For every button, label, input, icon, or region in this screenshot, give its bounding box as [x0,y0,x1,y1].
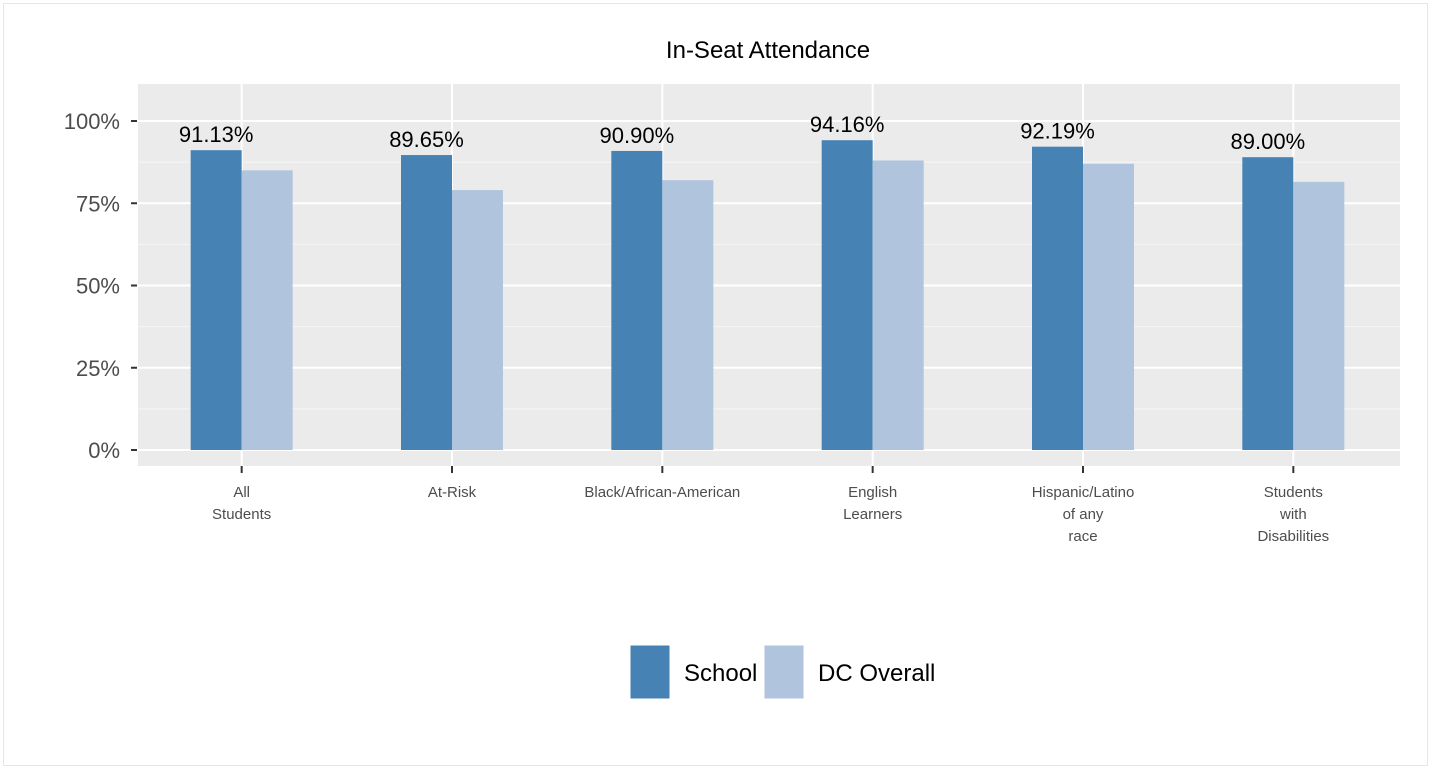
data-label: 90.90% [600,123,675,148]
bar-dc-overall [452,190,503,450]
x-tick-label: English Learners [843,484,902,523]
legend-swatch-school [629,644,671,700]
bar-dc-overall [662,180,714,450]
bar-dc-overall [1293,181,1345,451]
y-tick-label: 75% [76,191,120,216]
x-tick-label: All Students [212,484,271,523]
x-tick-label: Hispanic/Latino of any race [1032,484,1135,545]
data-label: 94.16% [810,112,885,137]
legend-label-dc-overall: DC Overall [818,660,935,687]
x-tick-label: Black/African-American [584,484,740,501]
data-label: 89.00% [1231,129,1306,154]
data-label: 92.19% [1020,119,1095,144]
data-label: 89.65% [389,127,464,152]
x-tick-label: At-Risk [428,484,477,501]
bar-school [401,155,452,450]
bar-dc-overall [1083,163,1134,450]
bar-school [821,140,873,450]
y-tick-label: 25% [76,356,120,381]
y-tick-label: 50% [76,274,120,299]
bar-school [1242,157,1294,450]
plot-panel [138,84,1400,466]
bar-school [611,150,663,450]
legend-label-school: School [684,660,757,687]
bar-dc-overall [872,160,924,451]
chart-title: In-Seat Attendance [666,37,870,64]
data-label: 91.13% [179,122,254,147]
bar-school [1032,146,1083,451]
x-tick-label: Students with Disabilities [1257,484,1329,545]
y-tick-label: 0% [88,438,120,463]
bar-dc-overall [241,170,293,450]
bar-school [190,150,242,450]
legend-swatch-dc-overall [763,644,805,700]
y-tick-label: 100% [64,109,120,134]
